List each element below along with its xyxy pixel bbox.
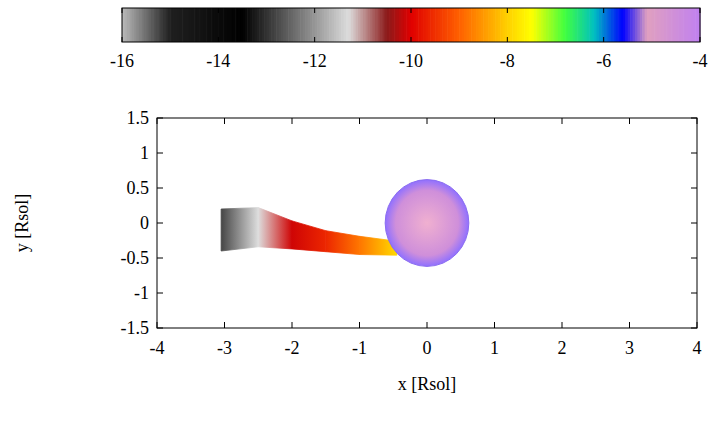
- y-tick-label: -0.5: [121, 248, 150, 268]
- y-tick: [157, 223, 163, 224]
- y-tick-label: 1: [140, 143, 149, 163]
- y-tick: [691, 223, 697, 224]
- y-tick: [691, 188, 697, 189]
- colorbar-tick-label: -10: [399, 51, 423, 71]
- x-tick: [562, 322, 563, 328]
- x-tick: [292, 322, 293, 328]
- y-tick: [691, 118, 697, 119]
- x-tick: [359, 322, 360, 328]
- x-tick: [494, 118, 495, 124]
- plot-area: [221, 180, 469, 267]
- y-tick-label: 1.5: [127, 108, 150, 128]
- y-tick: [157, 153, 163, 154]
- x-tick: [629, 118, 630, 124]
- colorbar-tick: [218, 37, 219, 42]
- stream-segment: [292, 221, 326, 252]
- y-tick: [157, 118, 163, 119]
- y-tick: [691, 328, 697, 329]
- x-tick-label: -4: [150, 338, 165, 358]
- x-tick: [157, 118, 158, 124]
- x-tick: [359, 118, 360, 124]
- y-tick: [691, 258, 697, 259]
- x-tick: [494, 322, 495, 328]
- colorbar-tick: [507, 8, 508, 13]
- x-tick-label: 1: [490, 338, 499, 358]
- colorbar-tick: [700, 8, 701, 13]
- x-tick: [562, 118, 563, 124]
- x-tick: [697, 118, 698, 124]
- colorbar-tick: [603, 8, 604, 13]
- figure: -16-14-12-10-8-6-4-4-3-2-101234-1.5-1-0.…: [0, 0, 715, 430]
- y-tick: [691, 293, 697, 294]
- x-tick: [427, 322, 428, 328]
- colorbar-tick-label: -8: [500, 51, 515, 71]
- x-tick: [427, 118, 428, 124]
- colorbar-tick: [122, 8, 123, 13]
- colorbar-tick: [507, 37, 508, 42]
- y-tick-label: 0: [140, 213, 149, 233]
- y-tick-label: -1.5: [121, 318, 150, 338]
- x-tick: [157, 322, 158, 328]
- x-tick-label: -3: [217, 338, 232, 358]
- y-axis-title: y [Rsol]: [12, 194, 32, 253]
- y-tick: [691, 153, 697, 154]
- x-axis-title: x [Rsol]: [398, 374, 457, 394]
- sun: [385, 180, 469, 267]
- colorbar-tick: [218, 8, 219, 13]
- colorbar-tick: [411, 37, 412, 42]
- y-tick: [157, 293, 163, 294]
- colorbar-frame: [122, 8, 700, 42]
- x-tick: [224, 118, 225, 124]
- colorbar-tick: [122, 37, 123, 42]
- stream-segment: [221, 208, 258, 251]
- y-tick: [157, 328, 163, 329]
- colorbar-tick-label: -6: [596, 51, 611, 71]
- colorbar-tick-label: -12: [303, 51, 327, 71]
- y-tick: [157, 188, 163, 189]
- stream-segment: [258, 208, 292, 249]
- x-tick-label: -1: [352, 338, 367, 358]
- x-tick: [629, 322, 630, 328]
- colorbar-tick-label: -16: [110, 51, 134, 71]
- axes: -4 -3 -2 -1 0 1 2 3 4 -1.5 -1 -0.5 0 0.5 1 1.5: [121, 108, 702, 358]
- x-tick: [697, 322, 698, 328]
- stream-segment: [326, 231, 360, 255]
- plot-frame: [157, 118, 697, 328]
- x-tick: [224, 322, 225, 328]
- y-tick-label: -1: [134, 283, 149, 303]
- colorbar-tick-label: -4: [693, 51, 708, 71]
- y-tick-label: 0.5: [127, 178, 150, 198]
- colorbar-tick: [411, 8, 412, 13]
- colorbar-tick-label: -14: [206, 51, 230, 71]
- x-tick-label: -2: [285, 338, 300, 358]
- colorbar-tick: [603, 37, 604, 42]
- colorbar-tick: [700, 37, 701, 42]
- colorbar-tick: [314, 37, 315, 42]
- colorbar-tick: [314, 8, 315, 13]
- x-tick-label: 2: [558, 338, 567, 358]
- y-tick: [157, 258, 163, 259]
- x-tick-label: 4: [693, 338, 702, 358]
- colorbar: -16 -14 -12 -10 -8 -6 -4: [110, 8, 708, 71]
- x-tick-label: 3: [625, 338, 634, 358]
- x-tick: [292, 118, 293, 124]
- x-tick-label: 0: [423, 338, 432, 358]
